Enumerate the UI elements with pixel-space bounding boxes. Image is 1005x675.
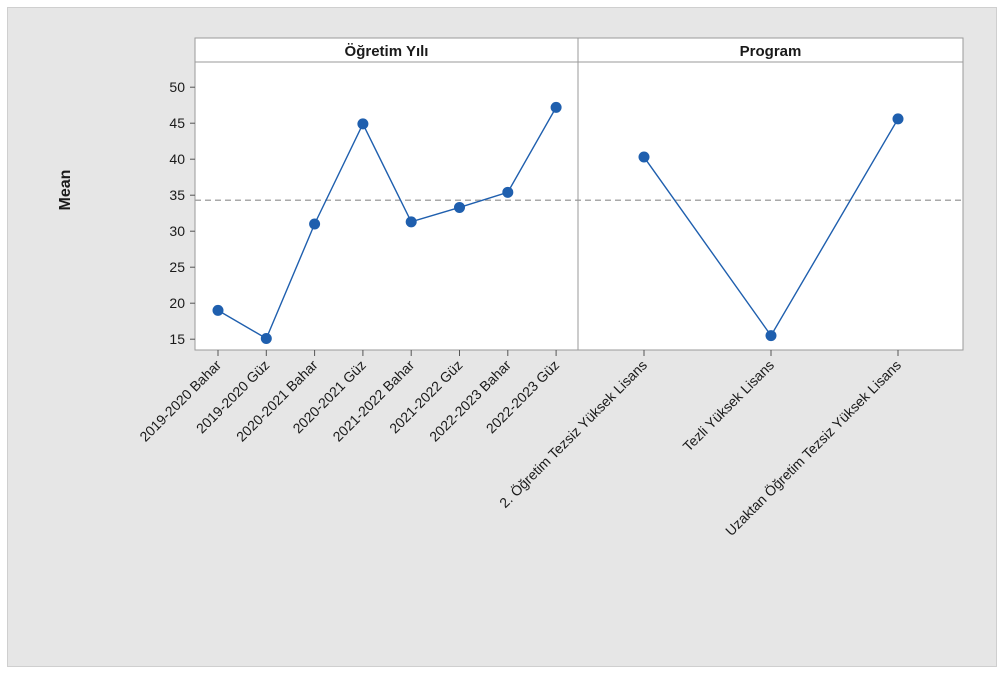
data-point [550,101,562,113]
y-tick-label: 50 [169,79,185,95]
x-tick-label: 2022-2023 Bahar [426,357,514,445]
y-tick-label: 40 [169,151,185,167]
data-point [405,216,417,228]
x-tick-label: 2021-2022 Bahar [329,357,417,445]
data-point [765,330,777,342]
panel-background [578,62,963,350]
x-tick-label: 2. Öğretim Tezsiz Yüksek Lisans [495,356,650,511]
y-tick-label: 45 [169,115,185,131]
y-tick-label: 30 [169,223,185,239]
y-tick-label: 20 [169,295,185,311]
y-tick-label: 25 [169,259,185,275]
data-point [309,218,321,230]
data-point [357,118,369,130]
y-axis-label: Mean [57,170,74,211]
data-point [260,332,272,344]
data-point [212,304,224,316]
plot-border [194,37,964,351]
y-tick-label: 35 [169,187,185,203]
series-line [217,107,557,340]
data-point [638,151,650,163]
data-point [502,186,514,198]
x-tick-label: 2019-2020 Bahar [136,357,224,445]
data-point [892,113,904,125]
x-tick-label: 2020-2021 Bahar [233,357,321,445]
panel-strip [195,38,578,62]
panel-background [195,62,578,350]
data-point [454,201,465,213]
x-tick-label: Tezli Yüksek Lisans [680,357,778,455]
panel-title: Program [740,43,802,60]
panel-strip [578,38,963,62]
y-tick-label: 15 [169,331,185,347]
panel-title: Öğretim Yılı [345,43,429,60]
